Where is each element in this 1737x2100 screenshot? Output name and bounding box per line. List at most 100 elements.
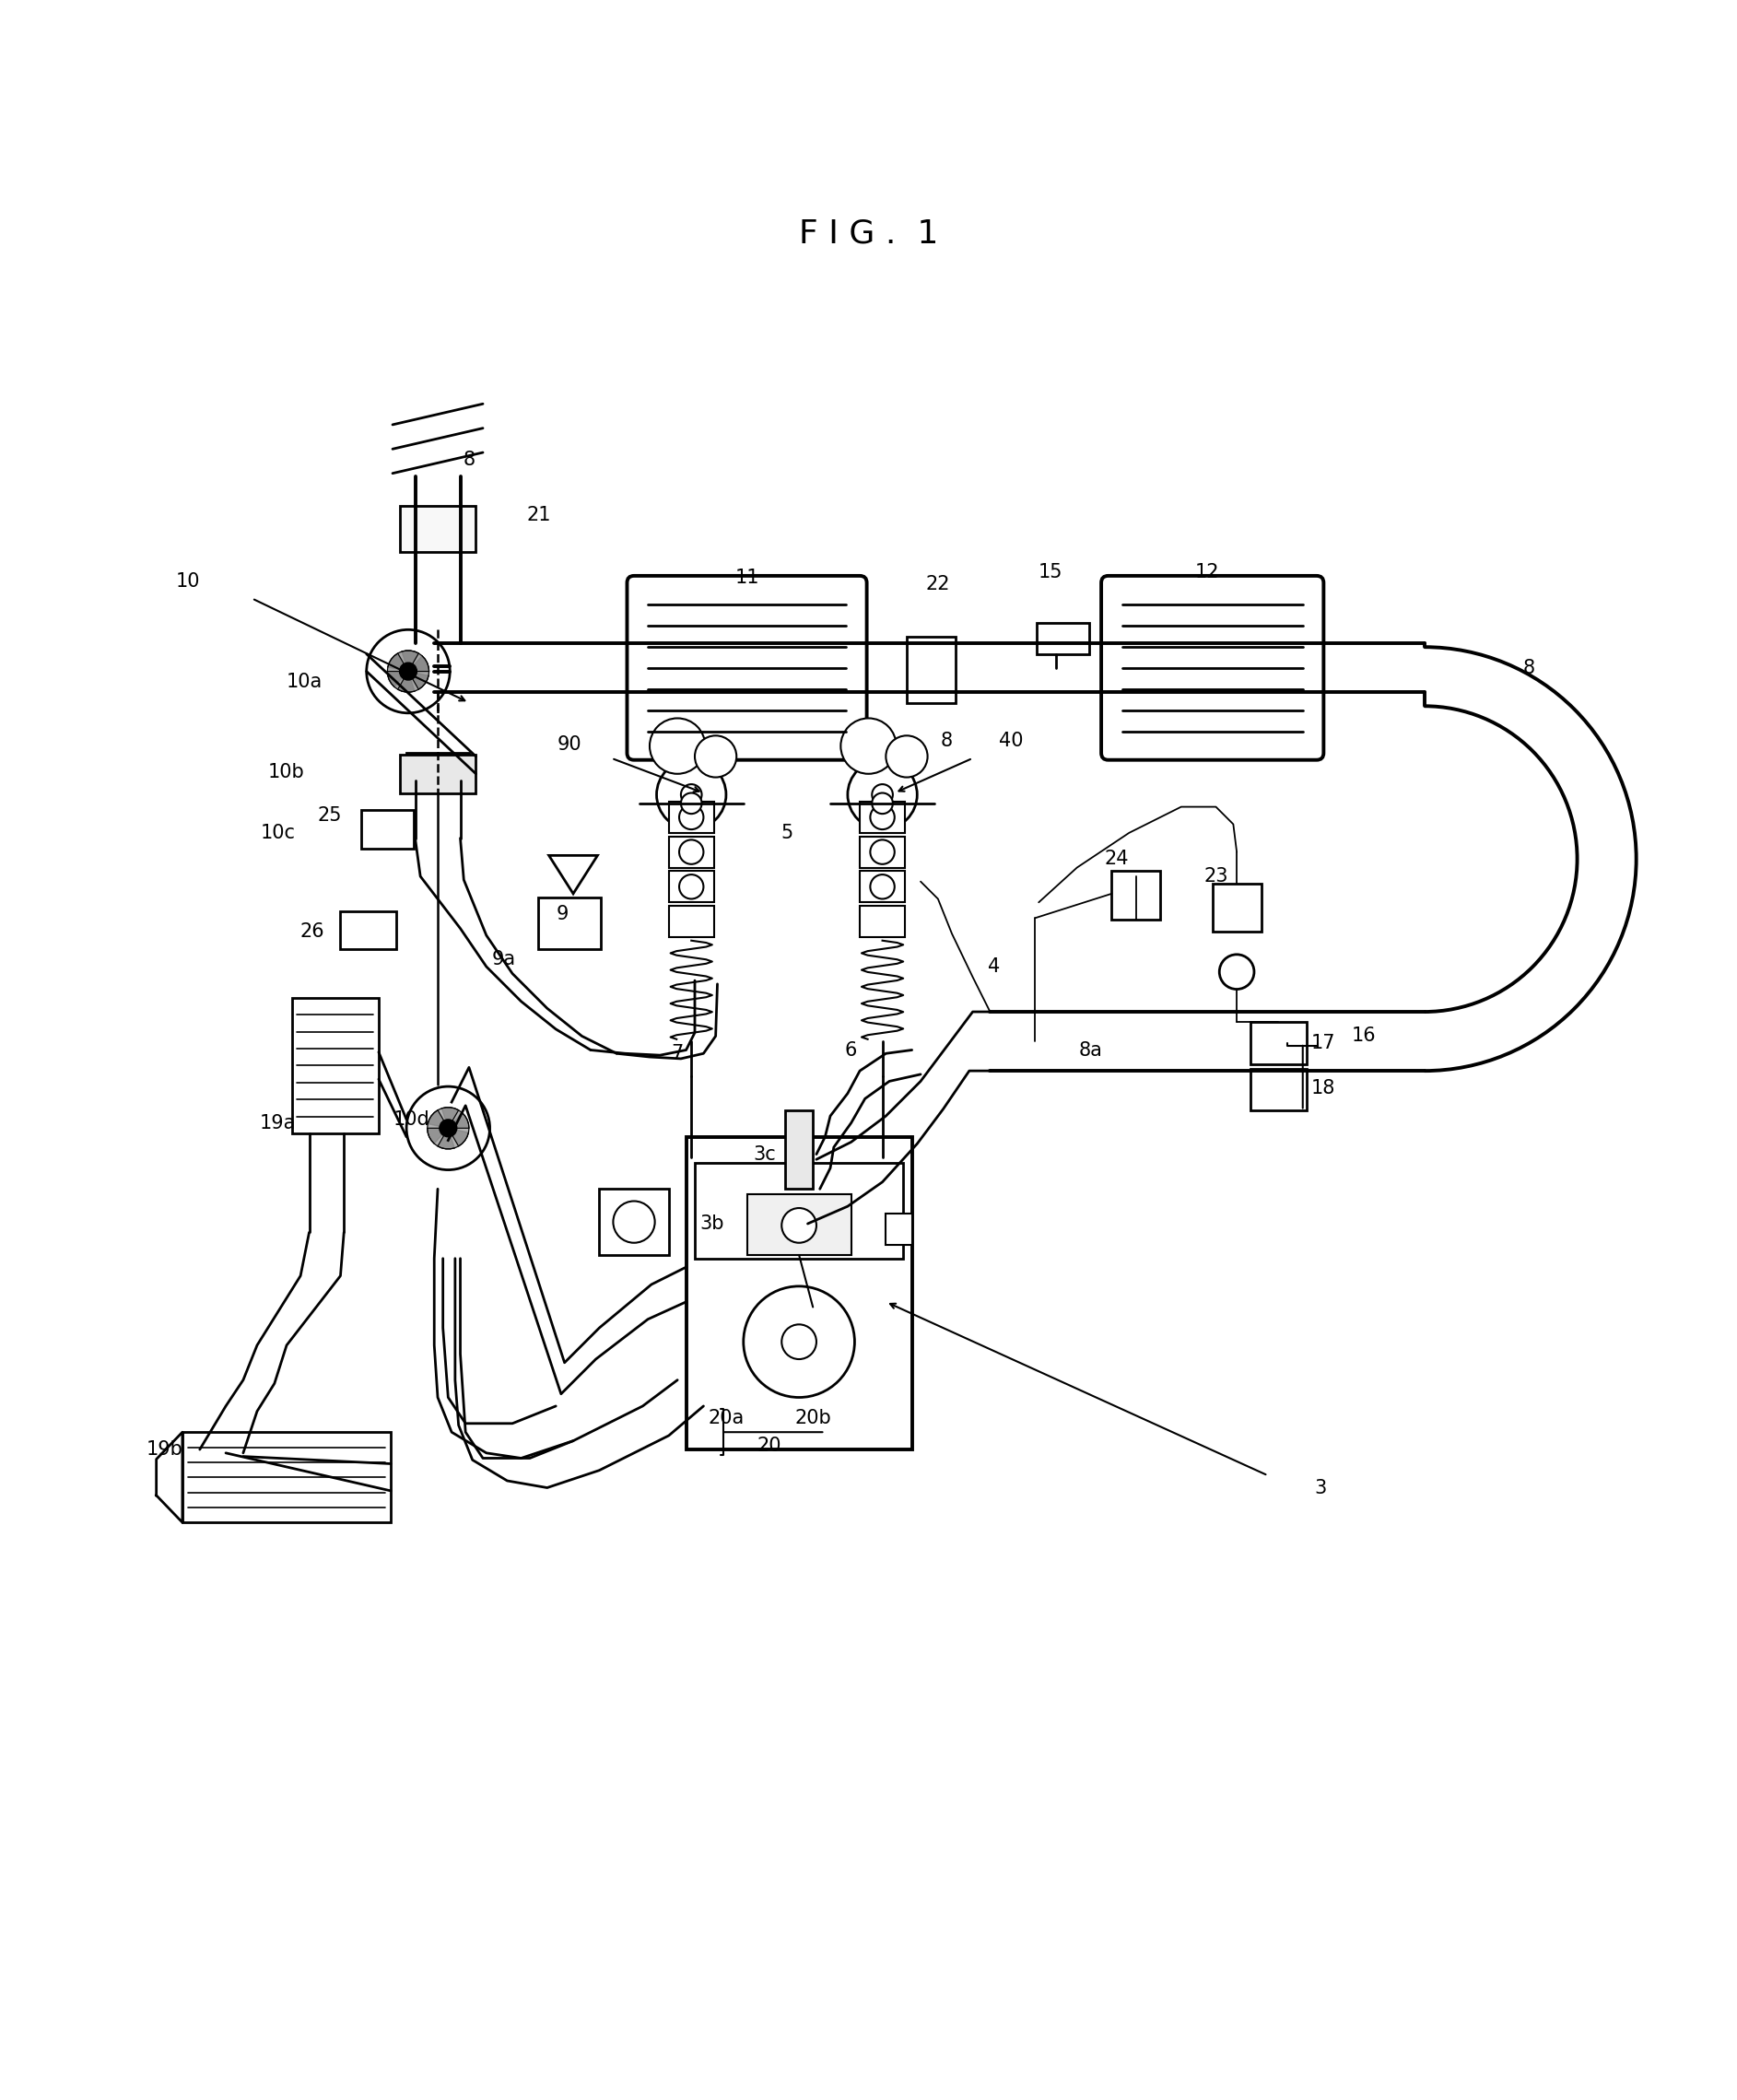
Circle shape: [782, 1325, 816, 1359]
Bar: [406, 754, 469, 781]
Polygon shape: [427, 1111, 448, 1144]
Polygon shape: [427, 1107, 459, 1128]
Circle shape: [681, 783, 702, 804]
Circle shape: [679, 840, 703, 863]
Bar: [669, 872, 714, 903]
Text: 26: 26: [301, 922, 325, 941]
Text: F I G .  1: F I G . 1: [799, 218, 938, 250]
Text: 3c: 3c: [752, 1144, 776, 1163]
FancyBboxPatch shape: [627, 575, 867, 760]
Text: 8: 8: [941, 731, 952, 750]
Bar: [669, 802, 714, 834]
Text: 6: 6: [844, 1042, 858, 1058]
Polygon shape: [401, 651, 429, 672]
Circle shape: [650, 718, 705, 773]
Circle shape: [886, 735, 928, 777]
Text: 10c: 10c: [261, 823, 295, 842]
Bar: [292, 997, 379, 1134]
Circle shape: [872, 794, 893, 815]
Bar: [400, 754, 476, 794]
Bar: [1251, 1023, 1306, 1065]
Polygon shape: [438, 1128, 469, 1149]
Text: 12: 12: [1195, 563, 1219, 582]
Bar: [340, 911, 396, 949]
Text: 20a: 20a: [709, 1409, 743, 1428]
Circle shape: [870, 804, 895, 830]
Bar: [747, 1195, 851, 1256]
Bar: [1037, 624, 1089, 653]
Text: 3: 3: [1313, 1478, 1327, 1497]
Polygon shape: [549, 855, 598, 895]
Polygon shape: [387, 653, 408, 687]
FancyBboxPatch shape: [1101, 575, 1324, 760]
Bar: [907, 636, 955, 704]
Bar: [886, 1214, 912, 1245]
Text: 90: 90: [558, 735, 582, 754]
Circle shape: [870, 874, 895, 899]
Bar: [860, 905, 905, 937]
Text: 3b: 3b: [700, 1214, 724, 1233]
Text: 19a: 19a: [261, 1113, 295, 1132]
Circle shape: [870, 840, 895, 863]
Polygon shape: [156, 1432, 182, 1522]
Text: 10: 10: [175, 571, 200, 590]
Bar: [695, 1163, 903, 1258]
Text: 24: 24: [1105, 850, 1129, 867]
Circle shape: [743, 1285, 855, 1396]
Text: 23: 23: [1204, 867, 1228, 886]
Text: 5: 5: [780, 823, 794, 842]
Circle shape: [679, 804, 703, 830]
Text: 21: 21: [526, 506, 551, 525]
Text: 22: 22: [926, 575, 950, 594]
Text: 25: 25: [318, 806, 342, 825]
Bar: [400, 506, 476, 552]
Text: 10a: 10a: [287, 672, 321, 691]
Text: 8: 8: [464, 449, 474, 468]
Circle shape: [439, 1119, 457, 1136]
Text: 9a: 9a: [492, 951, 516, 968]
Bar: [686, 1136, 912, 1449]
Text: 11: 11: [735, 569, 759, 586]
Polygon shape: [441, 1107, 469, 1128]
Text: 10b: 10b: [267, 762, 306, 781]
Polygon shape: [448, 1113, 469, 1147]
Circle shape: [400, 664, 417, 680]
Text: 40: 40: [999, 731, 1023, 750]
Bar: [669, 905, 714, 937]
Circle shape: [613, 1201, 655, 1243]
Bar: [361, 811, 413, 848]
Polygon shape: [387, 651, 419, 672]
Polygon shape: [398, 672, 429, 693]
Circle shape: [841, 718, 896, 773]
Text: 7: 7: [670, 1044, 684, 1063]
Circle shape: [679, 874, 703, 899]
Bar: [1112, 872, 1160, 920]
Text: 20: 20: [757, 1436, 782, 1455]
Circle shape: [848, 760, 917, 830]
Polygon shape: [427, 1128, 455, 1149]
Bar: [1251, 1069, 1306, 1111]
Text: 4: 4: [987, 958, 1001, 976]
Circle shape: [872, 783, 893, 804]
Text: 8: 8: [1523, 659, 1534, 676]
Circle shape: [681, 794, 702, 815]
Bar: [860, 836, 905, 867]
Text: 19b: 19b: [146, 1441, 184, 1460]
Circle shape: [1219, 956, 1254, 989]
Text: 9: 9: [556, 905, 570, 924]
Circle shape: [695, 735, 736, 777]
Text: 10d: 10d: [393, 1111, 431, 1128]
Circle shape: [782, 1208, 816, 1243]
Bar: [860, 802, 905, 834]
Text: 20b: 20b: [794, 1409, 832, 1428]
Bar: [599, 1189, 669, 1256]
Circle shape: [657, 760, 726, 830]
Polygon shape: [408, 655, 429, 689]
Polygon shape: [387, 672, 415, 693]
Text: 18: 18: [1311, 1079, 1336, 1098]
Bar: [182, 1432, 391, 1522]
Bar: [1212, 884, 1261, 932]
Bar: [860, 872, 905, 903]
Bar: [669, 836, 714, 867]
Text: 16: 16: [1351, 1027, 1376, 1046]
